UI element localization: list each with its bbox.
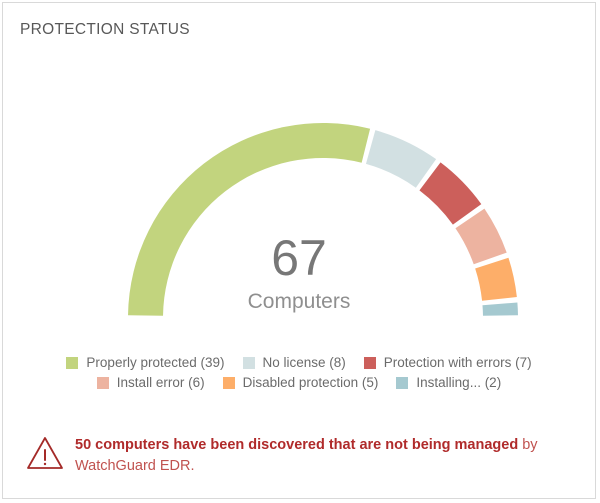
chart-legend: Properly protected (39) No license (8) P… <box>3 355 595 395</box>
legend-row: Install error (6) Disabled protection (5… <box>3 375 595 390</box>
legend-item-label: Disabled protection (5) <box>242 375 379 390</box>
alert-message-strong: 50 computers have been discovered that a… <box>75 437 519 453</box>
gauge-slice[interactable] <box>365 130 437 188</box>
page-title: PROTECTION STATUS <box>20 21 190 38</box>
legend-item-no-license[interactable]: No license (8) <box>242 355 346 370</box>
legend-item-disabled-protection[interactable]: Disabled protection (5) <box>222 375 379 390</box>
legend-item-installing[interactable]: Installing... (2) <box>396 375 501 390</box>
legend-item-label: Installing... (2) <box>416 375 502 390</box>
legend-swatch-install-error <box>96 376 109 389</box>
protection-status-widget: PROTECTION STATUS 67 Computers Properly … <box>2 2 596 499</box>
gauge-slice[interactable] <box>475 257 517 301</box>
gauge-slice[interactable] <box>482 302 518 316</box>
legend-row: Properly protected (39) No license (8) P… <box>3 355 595 370</box>
gauge-slice[interactable] <box>455 208 507 265</box>
gauge-center-value: 67 <box>271 230 327 286</box>
legend-item-protection-with-errors[interactable]: Protection with errors (7) <box>363 355 532 370</box>
gauge-slices <box>128 122 518 316</box>
legend-swatch-no-license <box>242 356 255 369</box>
warning-triangle-icon <box>27 437 63 469</box>
legend-swatch-disabled-protection <box>222 376 235 389</box>
legend-item-label: No license (8) <box>262 355 346 370</box>
gauge-center-label: Computers <box>247 290 351 313</box>
alert-message: 50 computers have been discovered that a… <box>75 431 573 477</box>
unmanaged-computers-alert: 50 computers have been discovered that a… <box>25 431 573 477</box>
legend-item-label: Protection with errors (7) <box>383 355 532 370</box>
legend-swatch-properly-protected <box>66 356 79 369</box>
protection-status-gauge: 67 Computers <box>3 51 595 341</box>
alert-message-soft: by WatchGuard EDR. <box>75 437 538 474</box>
gauge-slice[interactable] <box>419 162 482 225</box>
legend-item-install-error[interactable]: Install error (6) <box>96 375 205 390</box>
gauge-slice[interactable] <box>128 122 371 316</box>
legend-item-label: Install error (6) <box>116 375 205 390</box>
legend-swatch-protection-with-errors <box>363 356 376 369</box>
legend-item-label: Properly protected (39) <box>86 355 225 370</box>
gauge-svg <box>128 122 518 316</box>
legend-swatch-installing <box>396 376 409 389</box>
legend-item-properly-protected[interactable]: Properly protected (39) <box>66 355 225 370</box>
